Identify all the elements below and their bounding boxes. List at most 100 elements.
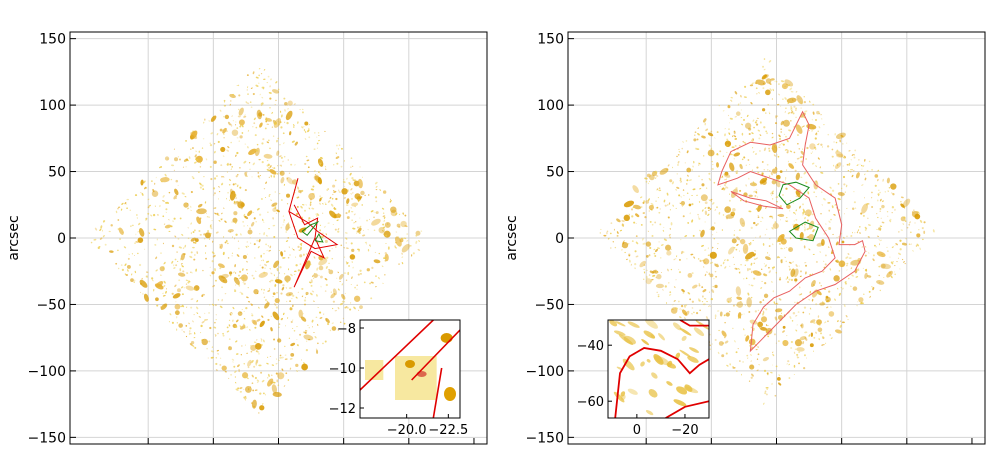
galaxy-point bbox=[139, 279, 148, 288]
galaxy-point bbox=[168, 191, 171, 194]
galaxy-point bbox=[337, 271, 340, 274]
galaxy-point bbox=[742, 243, 749, 254]
galaxy-point bbox=[252, 211, 255, 214]
galaxy-point bbox=[867, 217, 869, 220]
galaxy-point bbox=[808, 248, 811, 251]
galaxy-point bbox=[894, 208, 896, 211]
galaxy-point bbox=[774, 80, 776, 82]
galaxy-point bbox=[630, 263, 633, 266]
galaxy-point bbox=[828, 209, 830, 212]
galaxy-point bbox=[209, 274, 212, 277]
galaxy-point bbox=[177, 272, 186, 277]
galaxy-point bbox=[809, 319, 816, 324]
galaxy-point bbox=[796, 324, 798, 326]
galaxy-point bbox=[808, 234, 815, 241]
galaxy-point bbox=[795, 189, 802, 195]
galaxy-point bbox=[827, 133, 830, 136]
galaxy-point bbox=[788, 377, 791, 379]
galaxy-point bbox=[886, 250, 889, 252]
galaxy-point bbox=[158, 166, 162, 169]
galaxy-point bbox=[739, 163, 743, 170]
galaxy-point bbox=[192, 246, 195, 249]
galaxy-point bbox=[221, 298, 223, 302]
galaxy-point bbox=[234, 237, 236, 240]
galaxy-point bbox=[243, 213, 246, 217]
galaxy-point bbox=[226, 171, 228, 173]
galaxy-point bbox=[733, 158, 735, 160]
caustic-curve bbox=[788, 221, 819, 242]
galaxy-point bbox=[752, 327, 755, 332]
galaxy-point bbox=[876, 228, 878, 230]
galaxy-point bbox=[311, 290, 315, 293]
galaxy-point bbox=[755, 79, 766, 86]
galaxy-point bbox=[900, 196, 904, 199]
galaxy-point bbox=[774, 316, 778, 321]
galaxy-point bbox=[668, 282, 670, 284]
y-tick-label: 150 bbox=[537, 32, 564, 48]
galaxy-point bbox=[721, 187, 725, 190]
galaxy-point bbox=[794, 348, 797, 350]
galaxy-point bbox=[332, 300, 335, 303]
galaxy-point bbox=[689, 298, 692, 301]
galaxy-point bbox=[732, 256, 734, 258]
galaxy-point bbox=[282, 132, 285, 135]
galaxy-point bbox=[766, 169, 769, 171]
galaxy-point bbox=[772, 290, 774, 293]
galaxy-point bbox=[652, 274, 656, 277]
galaxy-point bbox=[876, 251, 886, 258]
galaxy-point bbox=[634, 267, 636, 270]
galaxy-point bbox=[777, 83, 780, 86]
galaxy-point bbox=[639, 196, 643, 199]
galaxy-point bbox=[783, 133, 786, 135]
galaxy-point bbox=[271, 126, 274, 128]
galaxy-point bbox=[258, 412, 260, 414]
galaxy-point bbox=[276, 379, 279, 383]
galaxy-point bbox=[251, 303, 253, 306]
galaxy-point bbox=[691, 272, 694, 275]
galaxy-point bbox=[810, 152, 812, 154]
galaxy-point bbox=[367, 229, 369, 231]
galaxy-point bbox=[279, 144, 281, 146]
galaxy-point bbox=[295, 296, 298, 299]
galaxy-point bbox=[251, 402, 254, 405]
galaxy-point bbox=[784, 179, 787, 181]
galaxy-point bbox=[192, 320, 194, 323]
galaxy-point bbox=[774, 146, 777, 149]
galaxy-point bbox=[345, 247, 349, 250]
galaxy-point bbox=[173, 264, 175, 267]
galaxy-point bbox=[852, 286, 858, 291]
galaxy-point bbox=[232, 271, 235, 274]
galaxy-point bbox=[197, 203, 203, 208]
galaxy-point bbox=[225, 239, 228, 242]
galaxy-point bbox=[180, 263, 183, 265]
galaxy-point bbox=[196, 208, 207, 215]
galaxy-point bbox=[881, 200, 884, 203]
galaxy-point bbox=[240, 325, 246, 330]
galaxy-point bbox=[793, 373, 795, 375]
galaxy-point bbox=[750, 354, 752, 356]
galaxy-point bbox=[259, 175, 261, 177]
galaxy-point bbox=[242, 281, 245, 283]
galaxy-point bbox=[803, 171, 807, 175]
galaxy-point bbox=[235, 340, 238, 343]
galaxy-point bbox=[354, 179, 357, 182]
galaxy-point bbox=[842, 264, 844, 266]
galaxy-point bbox=[666, 204, 669, 206]
galaxy-point bbox=[724, 133, 726, 137]
galaxy-point bbox=[280, 165, 282, 167]
galaxy-point bbox=[298, 309, 303, 319]
galaxy-point bbox=[815, 132, 818, 136]
galaxy-point bbox=[328, 262, 330, 264]
galaxy-point bbox=[684, 306, 686, 308]
galaxy-point bbox=[909, 231, 912, 234]
galaxy-point bbox=[832, 156, 834, 158]
galaxy-point bbox=[729, 122, 730, 124]
galaxy-point bbox=[273, 348, 276, 350]
galaxy-point bbox=[784, 148, 787, 151]
galaxy-point bbox=[261, 96, 264, 99]
galaxy-point bbox=[266, 82, 268, 84]
galaxy-point bbox=[279, 170, 285, 176]
galaxy-point bbox=[761, 172, 764, 176]
galaxy-point bbox=[679, 308, 681, 310]
galaxy-point bbox=[224, 293, 227, 295]
